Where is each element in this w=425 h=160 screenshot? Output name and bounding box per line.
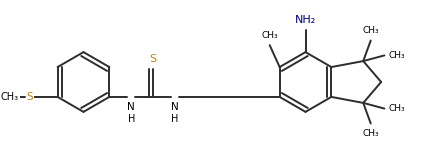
Text: CH₃: CH₃	[388, 104, 405, 113]
Text: N: N	[171, 102, 179, 112]
Text: H: H	[128, 114, 135, 124]
Text: CH₃: CH₃	[1, 92, 19, 102]
Text: CH₃: CH₃	[363, 129, 379, 138]
Text: S: S	[150, 54, 157, 64]
Text: H: H	[171, 114, 179, 124]
Text: CH₃: CH₃	[388, 51, 405, 60]
Text: S: S	[26, 92, 33, 102]
Text: CH₃: CH₃	[261, 31, 278, 40]
Text: CH₃: CH₃	[363, 26, 379, 35]
Text: N: N	[128, 102, 135, 112]
Text: NH₂: NH₂	[295, 15, 316, 25]
